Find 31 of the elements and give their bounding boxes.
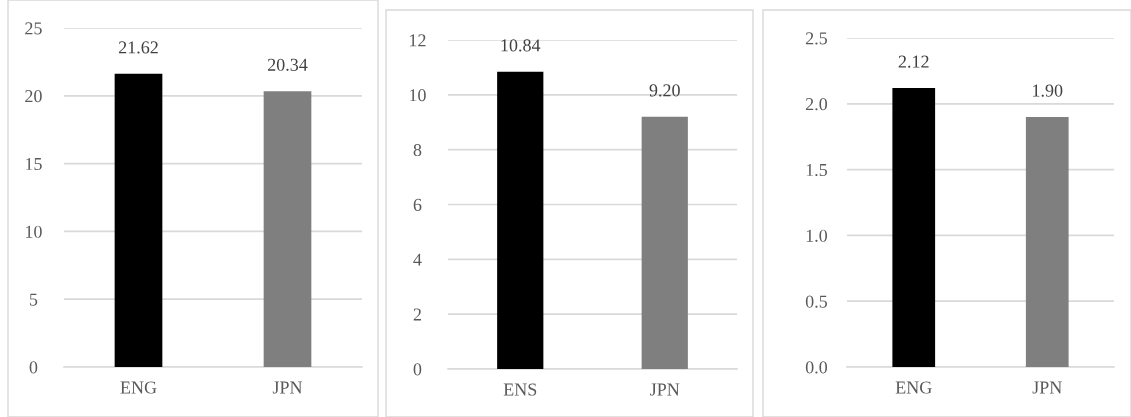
y-tick-label: 20 [25, 90, 42, 103]
y-tick-label: 12 [410, 34, 426, 47]
y-tick-label: 25 [25, 22, 42, 35]
y-tick-label: 8 [413, 143, 422, 157]
data-label: 20.34 [267, 58, 308, 71]
y-tick-label: 1.0 [806, 229, 828, 242]
y-tick-label: 1.5 [806, 163, 828, 177]
data-label: 10.84 [501, 39, 541, 52]
x-tick-label: JPN [272, 381, 303, 394]
y-tick-label: 5 [29, 293, 38, 306]
x-tick-label: JPN [1032, 381, 1062, 394]
y-tick-label: 15 [26, 157, 42, 171]
data-label: 21.62 [118, 41, 158, 54]
y-tick-label: 10 [410, 89, 426, 102]
y-tick-label: 0.0 [805, 361, 828, 374]
data-label: 1.90 [1033, 84, 1063, 97]
y-tick-label: 2.5 [805, 32, 828, 45]
x-tick-label: ENG [120, 381, 157, 394]
x-tick-label: ENG [895, 381, 932, 394]
y-tick-label: 0.5 [805, 295, 828, 308]
y-tick-label: 0 [29, 361, 38, 374]
y-tick-label: 2.0 [805, 98, 828, 111]
y-tick-label: 2 [413, 308, 421, 321]
y-tick-label: 6 [413, 198, 422, 211]
y-tick-label: 10 [26, 225, 42, 238]
x-tick-label: JPN [650, 383, 680, 396]
y-tick-label: 4 [413, 253, 422, 266]
data-label: 2.12 [898, 55, 929, 68]
x-tick-label: ENS [503, 383, 537, 396]
y-tick-label: 0 [413, 363, 422, 376]
data-label: 9.20 [649, 84, 680, 97]
